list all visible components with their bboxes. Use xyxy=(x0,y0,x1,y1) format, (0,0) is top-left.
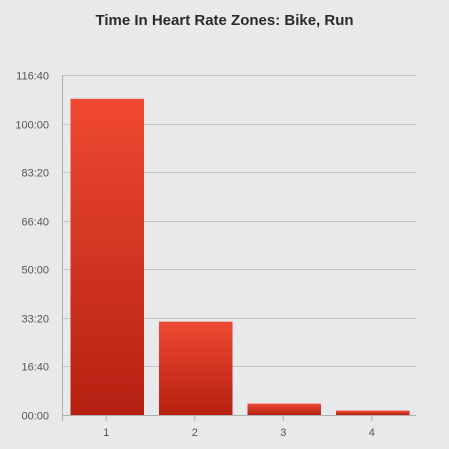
x-tick-labels: 1 2 3 4 xyxy=(103,427,375,439)
y-tick-label: 00:00 xyxy=(21,411,49,423)
chart-title: Time In Heart Rate Zones: Bike, Run xyxy=(95,12,354,29)
y-tick-label: 100:00 xyxy=(15,120,49,132)
bar-zone-3[interactable] xyxy=(247,403,322,415)
x-tick-label: 4 xyxy=(369,427,375,439)
y-tick-label: 116:40 xyxy=(16,71,49,83)
y-tick-label: 83:20 xyxy=(21,168,49,180)
bar-zone-4[interactable] xyxy=(336,410,410,415)
bars xyxy=(70,98,410,416)
bar-zone-1[interactable] xyxy=(70,98,145,416)
y-tick-label: 66:40 xyxy=(21,217,49,229)
y-tick-label: 50:00 xyxy=(21,265,49,277)
gridlines xyxy=(62,75,416,367)
y-tick-labels: 00:00 16:40 33:20 50:00 66:40 83:20 100:00 116:… xyxy=(15,71,49,423)
x-tick-label: 1 xyxy=(103,427,109,439)
x-tick-label: 2 xyxy=(192,427,198,439)
y-tick-label: 33:20 xyxy=(21,314,49,326)
axes xyxy=(62,75,416,421)
bar-zone-2[interactable] xyxy=(159,321,233,415)
x-tick-label: 3 xyxy=(280,427,286,439)
y-tick-label: 16:40 xyxy=(21,362,49,374)
